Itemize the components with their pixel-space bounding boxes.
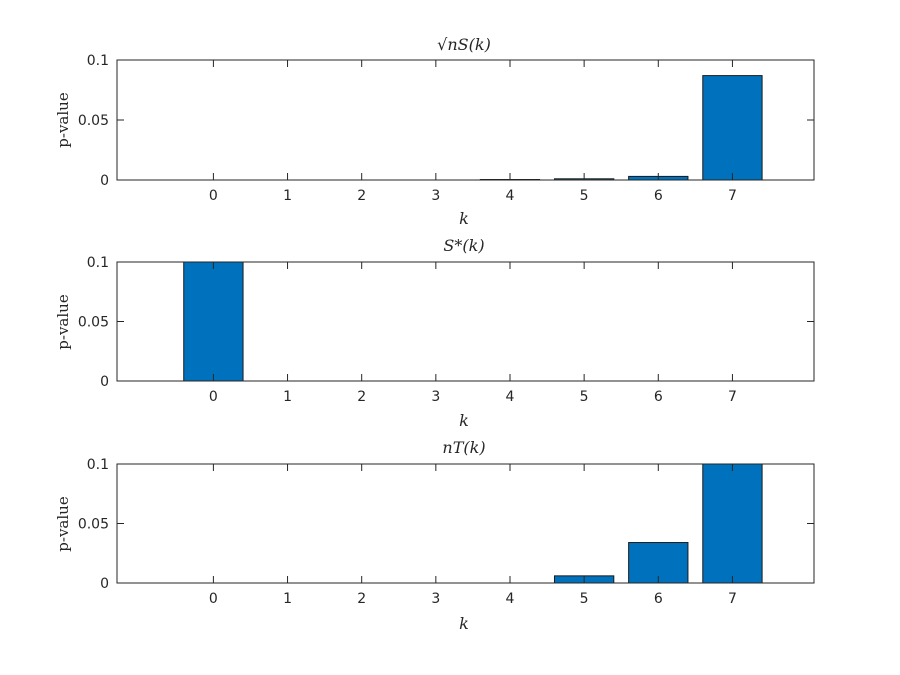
subplot-3-xtick-label-4: 4 (506, 591, 515, 607)
subplot-3-bar-7 (702, 463, 763, 584)
subplot-2-xlabel: k (459, 411, 469, 430)
subplot-1-title: √nS(k) (437, 35, 491, 54)
subplot-2-xtick-label-5: 5 (580, 389, 589, 405)
subplot-1-xtick-label-2: 2 (357, 188, 366, 204)
subplot-1-axes: 0 1 2 3 4 5 6 7 0 0.05 0.1 (78, 53, 815, 204)
subplot-2-title: S*(k) (443, 236, 484, 255)
subplot-3-ytick-label-1: 0.05 (78, 517, 109, 533)
subplot-2-ytick-label-0: 0 (100, 374, 109, 390)
subplot-3-bars (553, 463, 763, 584)
subplot-3-xtick-label-7: 7 (728, 591, 737, 607)
subplot-3-xtick-label-3: 3 (431, 591, 440, 607)
subplot-1-xtick-label-7: 7 (728, 188, 737, 204)
subplot-2-xtick-label-4: 4 (506, 389, 515, 405)
subplot-2-bars (183, 261, 244, 382)
subplot-1: √nS(k) p-value 0 1 2 3 4 5 6 7 0 0.05 0.1 k (54, 35, 815, 228)
subplot-1-bar-7 (702, 75, 763, 181)
subplot-2-xtick-label-0: 0 (209, 389, 218, 405)
subplot-1-ytick-label-0: 0 (100, 173, 109, 189)
subplot-3-xtick-label-2: 2 (357, 591, 366, 607)
subplot-1-ytick-label-2: 0.1 (87, 53, 109, 69)
subplot-1-xtick-label-3: 3 (431, 188, 440, 204)
subplot-1-xtick-label-1: 1 (283, 188, 292, 204)
subplot-2-xtick-label-3: 3 (431, 389, 440, 405)
subplot-2-xtick-label-1: 1 (283, 389, 292, 405)
subplot-3-xtick-label-1: 1 (283, 591, 292, 607)
subplot-3-xtick-label-6: 6 (654, 591, 663, 607)
subplot-1-bars (479, 75, 763, 181)
subplot-3: nT(k) p-value 0 1 2 3 4 5 6 7 0 0.05 0.1 k (54, 438, 815, 633)
subplot-1-ytick-label-1: 0.05 (78, 113, 109, 129)
subplot-1-ylabel: p-value (54, 92, 72, 148)
subplot-1-xtick-label-4: 4 (506, 188, 515, 204)
subplot-3-ytick-label-0: 0 (100, 576, 109, 592)
subplot-3-xtick-label-0: 0 (209, 591, 218, 607)
subplot-2-axes: 0 1 2 3 4 5 6 7 0 0.05 0.1 (78, 255, 815, 405)
subplot-2-bar-0 (183, 261, 244, 382)
subplot-3-axes: 0 1 2 3 4 5 6 7 0 0.05 0.1 (78, 457, 815, 607)
subplot-2-xtick-label-7: 7 (728, 389, 737, 405)
subplot-1-xtick-label-5: 5 (580, 188, 589, 204)
subplot-3-ytick-label-2: 0.1 (87, 457, 109, 473)
subplot-2: S*(k) p-value 0 1 2 3 4 5 6 7 0 0.05 0.1 k (54, 236, 815, 430)
subplot-1-xtick-label-6: 6 (654, 188, 663, 204)
subplot-3-xlabel: k (459, 614, 469, 633)
subplot-3-xtick-label-5: 5 (580, 591, 589, 607)
subplot-2-ylabel: p-value (54, 294, 72, 350)
subplot-3-ylabel: p-value (54, 496, 72, 552)
subplot-1-xtick-label-0: 0 (209, 188, 218, 204)
subplot-3-title: nT(k) (442, 438, 485, 457)
subplot-2-ytick-label-2: 0.1 (87, 255, 109, 271)
subplot-1-xlabel: k (459, 209, 469, 228)
subplot-2-ytick-label-1: 0.05 (78, 315, 109, 331)
subplot-2-xtick-label-2: 2 (357, 389, 366, 405)
subplot-2-xtick-label-6: 6 (654, 389, 663, 405)
